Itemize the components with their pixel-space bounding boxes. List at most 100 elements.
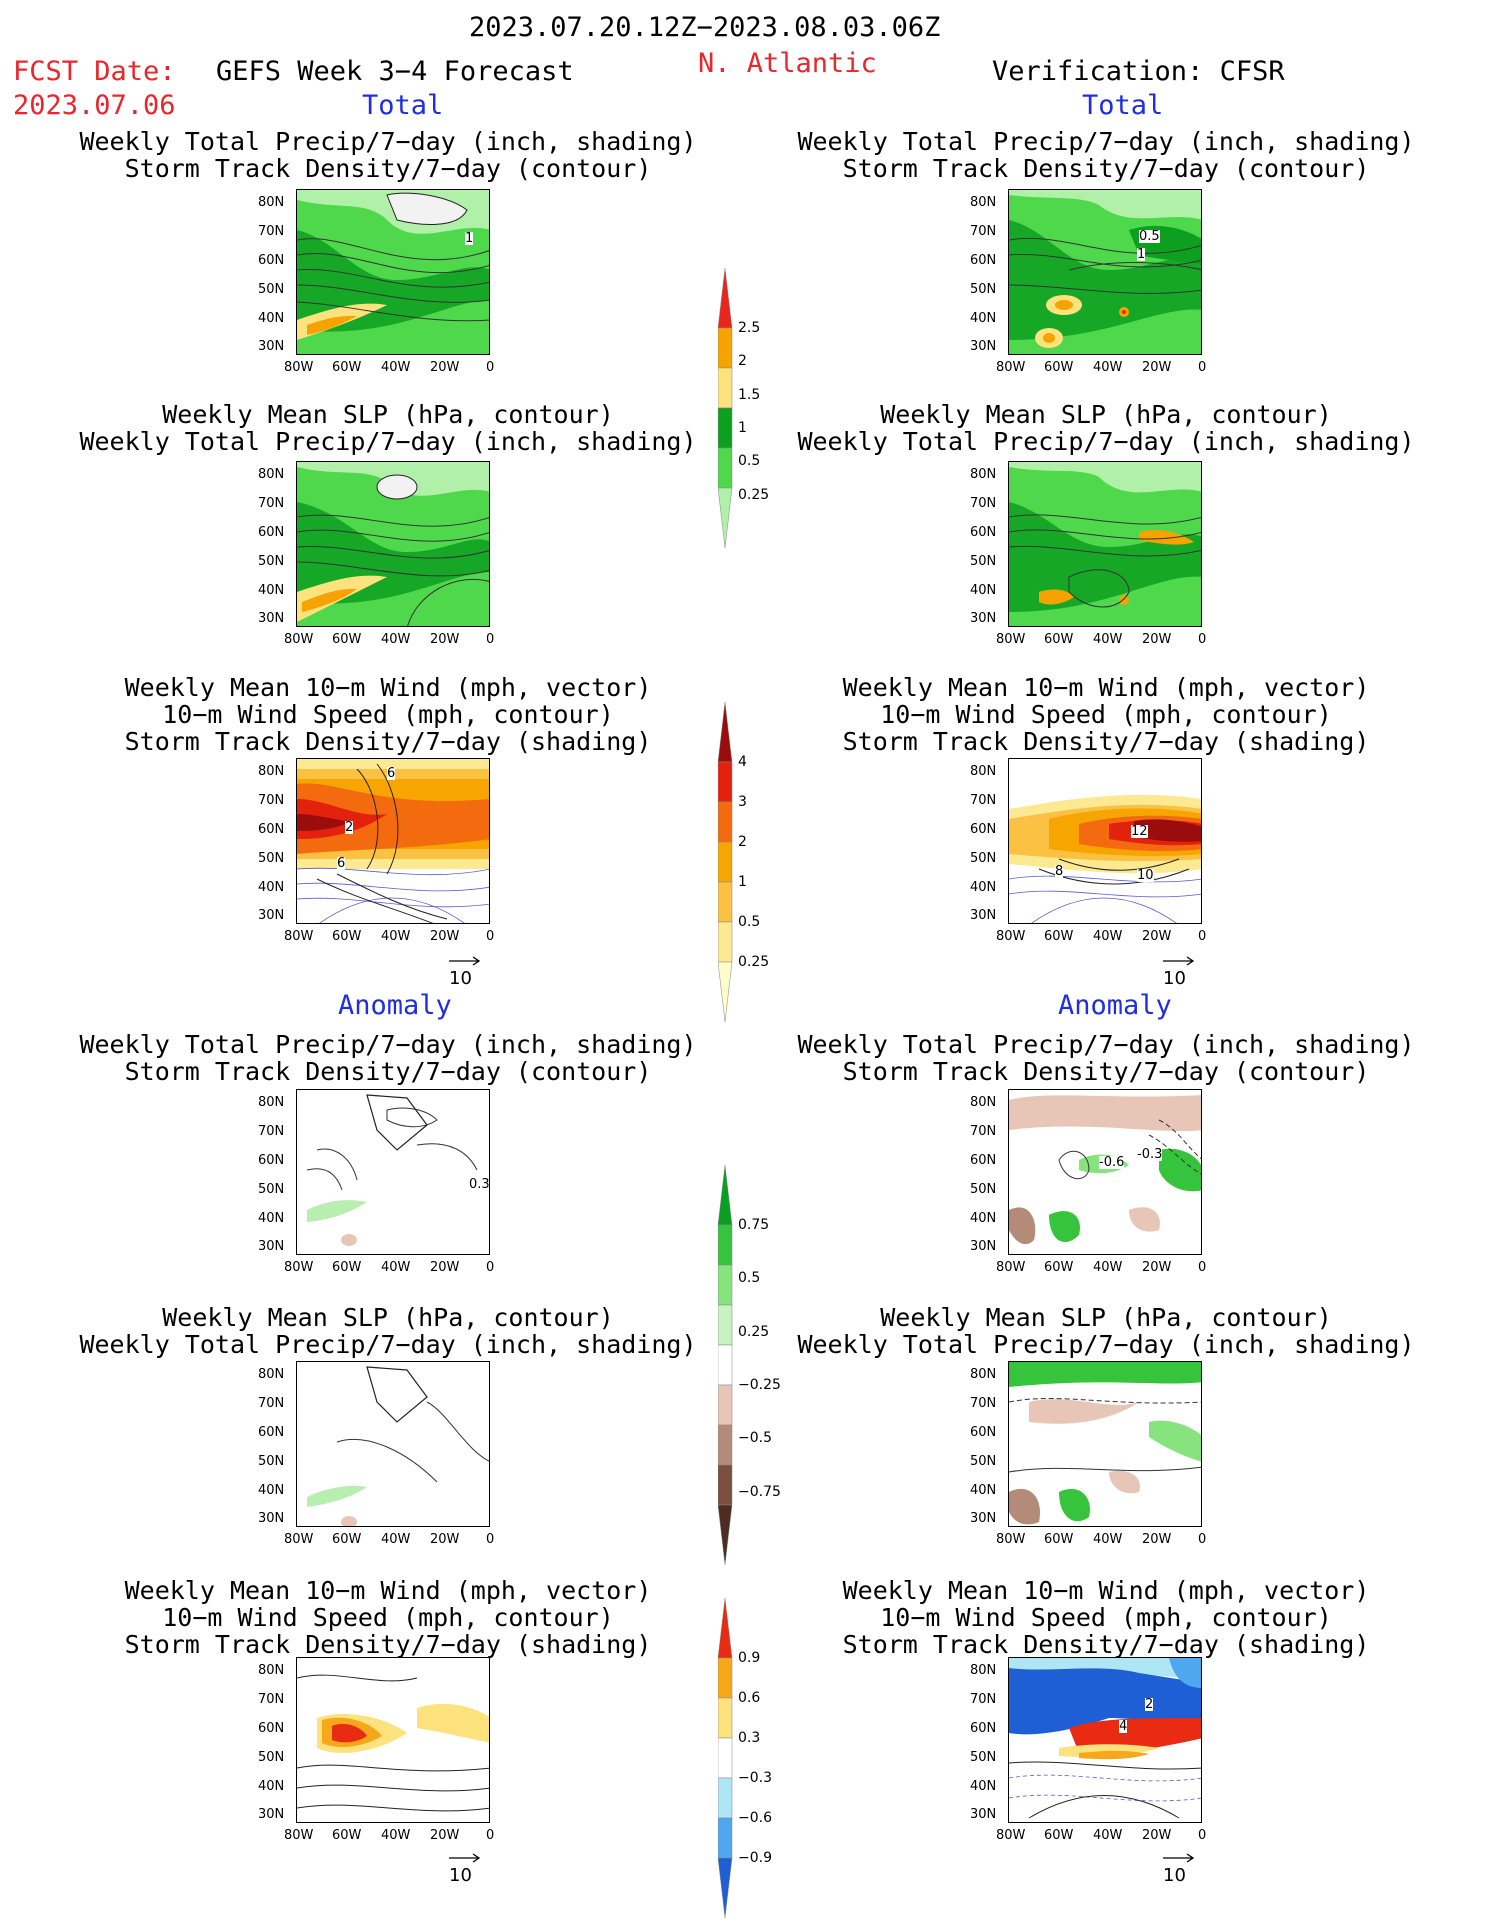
lat-tick-label: 40N — [970, 1211, 997, 1226]
colorbar-segment — [717, 801, 733, 843]
l6-title-3: Storm Track Density/7−day (shading) — [124, 1630, 652, 1659]
colorbar-label: 2 — [738, 353, 747, 370]
lon-tick-label: 0 — [1198, 929, 1207, 944]
colorbar-label: −0.3 — [738, 1770, 772, 1786]
lat-tick-label: 50N — [258, 554, 285, 569]
lon-tick-label: 0 — [486, 360, 495, 375]
contour-label: 0.5 — [1139, 229, 1160, 244]
lon-tick-label: 80W — [284, 360, 314, 375]
colorbar-segment — [717, 1224, 733, 1266]
lat-tick-label: 30N — [258, 908, 285, 923]
vector-ref-label: 10 — [1163, 1865, 1186, 1886]
vector-ref-r6: 10 — [1163, 1853, 1195, 1886]
colorbar-segment — [717, 1657, 733, 1699]
colorbar-label: −0.6 — [738, 1810, 772, 1826]
lat-tick-label: 30N — [258, 1807, 285, 1822]
section-anomaly-left: Anomaly — [338, 990, 452, 1021]
colorbar-segment — [717, 1857, 733, 1919]
lon-tick-label: 20W — [430, 1260, 460, 1275]
lat-tick-label: 30N — [258, 339, 285, 354]
l3-title-3: Storm Track Density/7−day (shading) — [124, 727, 652, 756]
vector-ref-label: 10 — [449, 1865, 472, 1886]
colorbar-label: 1 — [738, 420, 747, 436]
lat-tick-label: 80N — [258, 195, 285, 210]
lat-tick-label: 30N — [970, 908, 997, 923]
lon-tick-label: 20W — [1142, 1260, 1172, 1275]
colorbar-segment — [717, 1344, 733, 1386]
vector-ref-l3: 10 — [449, 956, 481, 989]
lon-tick-label: 0 — [1198, 1260, 1207, 1275]
lat-tick-label: 40N — [258, 1779, 285, 1794]
colorbar-label: −0.5 — [738, 1430, 772, 1447]
l3-title-1: Weekly Mean 10−m Wind (mph, vector) — [124, 673, 652, 702]
contour-label: 0.3 — [469, 1177, 490, 1192]
lon-tick-label: 40W — [381, 1828, 411, 1843]
lat-tick-label: 60N — [970, 822, 997, 837]
lon-tick-label: 0 — [1198, 360, 1207, 375]
r6-title-3: Storm Track Density/7−day (shading) — [842, 1630, 1370, 1659]
lon-tick-label: 60W — [332, 1260, 362, 1275]
lat-tick-label: 40N — [970, 880, 997, 895]
colorbar-label: −0.9 — [738, 1850, 772, 1866]
colorbar-label: 1 — [738, 874, 747, 890]
lon-tick-label: 40W — [1093, 1260, 1123, 1275]
map-wind-storm-verification-total: 12 10 8 — [1008, 758, 1202, 924]
lat-tick-label: 40N — [970, 1483, 997, 1498]
contour-label: 6 — [337, 856, 346, 871]
map-slp-precip-verification-anomaly — [1008, 1361, 1202, 1527]
fcst-date-label: FCST Date: — [13, 56, 176, 87]
lon-tick-label: 40W — [381, 1532, 411, 1547]
r1-title-2: Storm Track Density/7−day (contour) — [842, 154, 1370, 183]
lon-tick-label: 80W — [284, 632, 314, 647]
lat-tick-label: 70N — [258, 1124, 285, 1139]
contour-label: 1 — [465, 231, 474, 246]
lon-tick-label: 0 — [486, 1260, 495, 1275]
lat-tick-label: 50N — [970, 1454, 997, 1469]
colorbar-segment — [717, 881, 733, 923]
lat-tick-label: 80N — [258, 764, 285, 779]
lat-tick-label: 70N — [970, 1692, 997, 1707]
colorbar-segment — [717, 841, 733, 883]
contour-label: 6 — [387, 766, 396, 781]
colorbar-segment — [717, 447, 733, 489]
lon-tick-label: 60W — [1044, 929, 1074, 944]
r3-title-3: Storm Track Density/7−day (shading) — [842, 727, 1370, 756]
colorbar-segment — [717, 487, 733, 549]
lat-tick-label: 60N — [258, 1153, 285, 1168]
colorbar-label: 0.25 — [738, 954, 770, 970]
section-anomaly-right: Anomaly — [1058, 990, 1172, 1021]
colorbar-segment — [717, 1264, 733, 1306]
colorbar-svg — [717, 267, 733, 549]
colorbar-segment — [717, 1424, 733, 1466]
lon-tick-label: 80W — [996, 1260, 1026, 1275]
lon-tick-label: 40W — [381, 632, 411, 647]
lat-tick-label: 50N — [258, 282, 285, 297]
lat-tick-label: 80N — [258, 1095, 285, 1110]
r1-title-1: Weekly Total Precip/7−day (inch, shading… — [797, 127, 1415, 156]
lon-tick-label: 0 — [486, 1828, 495, 1843]
lat-tick-label: 50N — [258, 1182, 285, 1197]
colorbar-label: 0.5 — [738, 1270, 761, 1287]
r5-title-2: Weekly Total Precip/7−day (inch, shading… — [797, 1330, 1415, 1359]
map-slp-precip-forecast-total — [296, 461, 490, 627]
lon-tick-label: 40W — [1093, 929, 1123, 944]
lat-tick-label: 70N — [970, 793, 997, 808]
lat-tick-label: 40N — [970, 583, 997, 598]
section-total-left: Total — [362, 90, 444, 121]
colorbar-segment — [717, 407, 733, 449]
verification-label: Verification: CFSR — [992, 56, 1285, 87]
lon-tick-label: 60W — [332, 632, 362, 647]
colorbar-label: 0.75 — [738, 1217, 770, 1233]
lon-tick-label: 80W — [996, 360, 1026, 375]
colorbar-segment — [717, 1817, 733, 1859]
map-slp-precip-verification-total — [1008, 461, 1202, 627]
lat-tick-label: 80N — [970, 467, 997, 482]
contour-label: 8 — [1055, 864, 1064, 879]
lat-tick-label: 40N — [258, 1211, 285, 1226]
lat-tick-label: 30N — [258, 611, 285, 626]
r2-title-2: Weekly Total Precip/7−day (inch, shading… — [797, 427, 1415, 456]
contour-label: 12 — [1131, 824, 1148, 839]
l4-title-2: Storm Track Density/7−day (contour) — [124, 1057, 652, 1086]
lon-tick-label: 80W — [284, 1828, 314, 1843]
lon-tick-label: 0 — [486, 929, 495, 944]
